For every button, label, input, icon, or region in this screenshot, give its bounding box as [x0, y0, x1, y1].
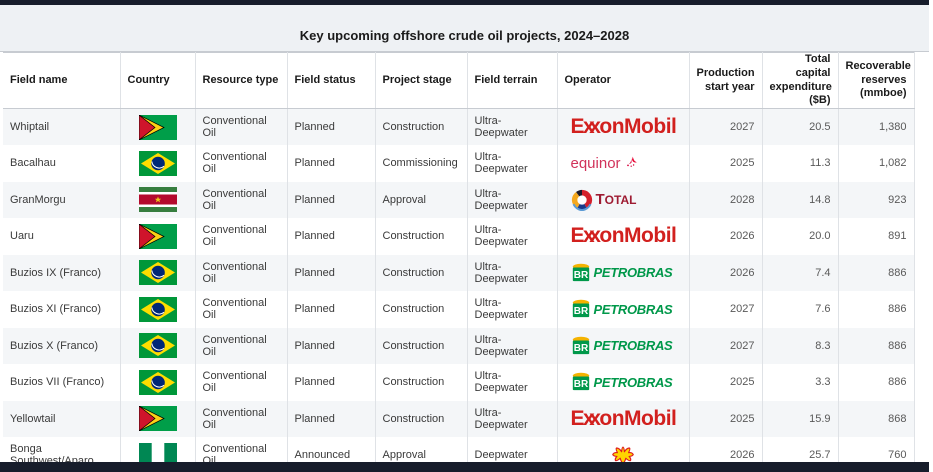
svg-text:BR: BR	[573, 306, 588, 317]
svg-text:BR: BR	[573, 379, 588, 390]
svg-text:BR: BR	[573, 343, 588, 354]
svg-text:BR: BR	[573, 270, 588, 281]
